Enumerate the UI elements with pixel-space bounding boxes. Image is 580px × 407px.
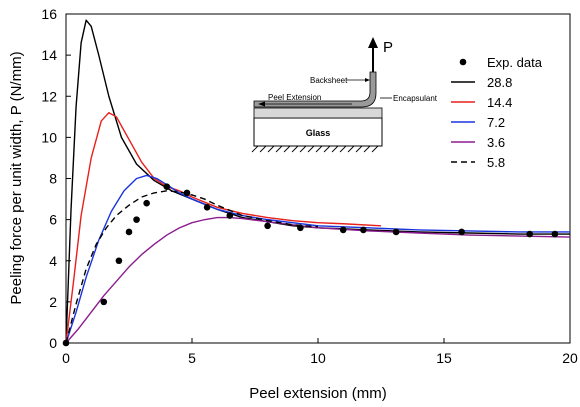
exp-data-point [62,339,70,347]
laminate-layer [253,107,383,119]
exp-data-point [125,228,133,236]
legend-marker-exp-data [459,58,467,66]
y-tick-label: 0 [49,335,57,351]
force-arrowhead-icon [368,37,378,48]
x-tick-label: 20 [562,350,578,366]
exp-data-point [133,216,140,223]
inset-encapsulant-label: Encapsulant [393,94,438,103]
y-tick-label: 10 [41,129,57,145]
series-line-7-2 [65,174,570,344]
inset-backsheet-label: Backsheet [310,76,348,85]
x-tick-label: 15 [436,350,452,366]
exp-data-point [297,224,304,232]
exp-data-point [143,199,150,207]
exp-data-point [264,222,271,230]
legend: Exp. data 28.8 14.4 7.2 3.6 5.8 [451,55,543,170]
backsheet-arrowhead-icon [365,78,370,82]
legend-label-exp-data: Exp. data [487,55,543,70]
exp-data-point [392,228,400,236]
exp-data-point [458,228,465,236]
inset-force-label: P [383,39,393,56]
exp-data-point [226,212,234,219]
series-line-5-8 [65,190,319,344]
tick-labels: 0 5 10 15 20 0 2 4 6 8 10 12 14 16 [41,6,578,366]
exp-data-point [183,189,191,197]
peeled-strip [253,71,377,108]
x-tick-label: 0 [62,350,70,366]
exp-data-point [339,226,347,234]
series-line-3-6 [65,216,571,344]
x-tick-label: 5 [188,350,196,366]
exp-data-point [100,298,108,306]
inset-glass-label: Glass [306,128,331,138]
legend-label-5-8: 5.8 [487,155,505,170]
y-tick-label: 16 [41,6,57,22]
exp-data-point [360,226,367,234]
series-points [62,183,559,347]
exp-data-point [203,203,211,211]
y-tick-label: 4 [49,253,57,269]
legend-label-14-4: 14.4 [487,95,512,110]
y-tick-label: 8 [49,171,57,187]
x-tick-label: 10 [310,350,326,366]
exp-data-point [526,230,533,238]
y-tick-label: 2 [49,294,57,310]
legend-label-7-2: 7.2 [487,115,505,130]
exp-data-point [163,183,171,191]
hatch-marks [251,145,382,153]
y-tick-label: 12 [41,88,57,104]
x-axis-title: Peel extension (mm) [249,385,387,402]
exp-data-point [551,230,559,238]
y-tick-label: 6 [49,212,57,228]
inset-peel-extension-label: Peel Extension [268,93,321,102]
legend-label-3-6: 3.6 [487,135,505,150]
y-tick-label: 14 [41,47,57,63]
y-axis-title: Peeling force per unit width, P (N/mm) [8,51,25,304]
peel-test-schematic: Glass Peel Extension Backsheet [251,37,438,153]
exp-data-point [115,257,123,265]
peel-arrowhead-icon [258,101,265,107]
series-line-14-4 [65,112,382,344]
legend-label-28-8: 28.8 [487,75,512,90]
